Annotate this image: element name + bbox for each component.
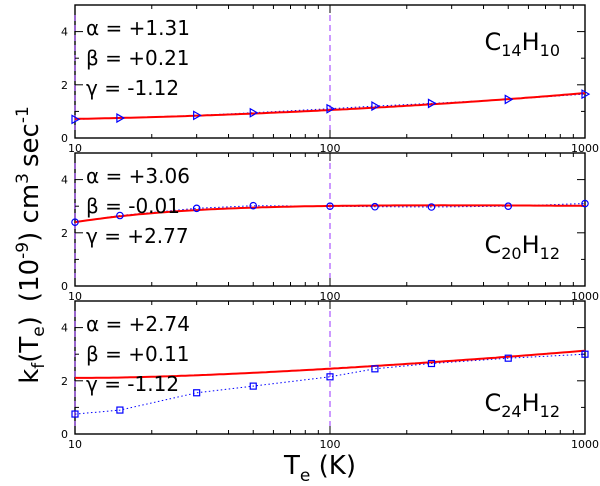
- x-tick-label: 100: [320, 438, 341, 451]
- data-point: [581, 89, 591, 100]
- data-point: [193, 110, 202, 121]
- x-tick-label: 1000: [571, 142, 599, 155]
- x-tick-label: 1000: [571, 438, 599, 451]
- data-point: [193, 389, 201, 397]
- molecule-label: C14H10: [484, 28, 560, 60]
- data-point: [581, 350, 589, 358]
- data-point: [116, 211, 124, 220]
- data-point: [371, 101, 381, 112]
- molecule-label: C24H12: [484, 389, 560, 421]
- ylabel-te-sub: e: [29, 326, 49, 336]
- data-point: [116, 113, 126, 124]
- ylabel-paren: (T: [15, 337, 45, 363]
- x-tick-label: 10: [68, 142, 82, 155]
- y-tick-label: 2: [61, 375, 68, 388]
- fit-parameter: γ = -1.12: [86, 76, 179, 100]
- fit-curve: [75, 349, 586, 379]
- data-point: [371, 365, 379, 373]
- fit-parameter: γ = +2.77: [86, 224, 189, 248]
- data-point: [249, 382, 257, 390]
- x-tick-label: 10: [68, 438, 82, 451]
- y-tick-label: 2: [61, 227, 68, 240]
- fit-parameter: β = +0.21: [86, 46, 190, 70]
- y-axis-label: kf(Te) (10-9) cm3 sec-1: [13, 106, 49, 384]
- data-point: [326, 202, 334, 211]
- xlabel-t: T: [283, 451, 300, 481]
- data-point: [71, 114, 81, 125]
- data-point: [192, 204, 201, 213]
- ylabel-units-c: sec: [15, 123, 45, 167]
- y-tick-label: 4: [61, 322, 68, 335]
- ylabel-units-a-sup: -9: [13, 242, 33, 259]
- fit-parameter: γ = -1.12: [86, 372, 179, 396]
- ylabel-units-c-sup: -1: [13, 106, 33, 123]
- y-tick-label: 0: [61, 428, 68, 441]
- data-point: [504, 94, 514, 105]
- data-point: [116, 406, 124, 414]
- ylabel-paren-close: ): [15, 316, 45, 326]
- panel-3: 10 100 1000 0 2 4 α = +2.74 β = +0.11 γ = -1.12 C…: [61, 300, 599, 451]
- data-point: [427, 359, 436, 368]
- xlabel-t-sub: e: [300, 466, 310, 486]
- fit-parameter: α = +3.06: [86, 164, 190, 188]
- fit-parameter: α = +2.74: [86, 312, 190, 336]
- y-tick-label: 2: [61, 79, 68, 92]
- data-line: [74, 203, 586, 223]
- molecule-label: C20H12: [484, 231, 560, 263]
- data-point: [71, 218, 79, 226]
- y-tick-label: 4: [61, 174, 68, 187]
- fit-curve: [74, 92, 586, 120]
- data-point: [371, 202, 379, 211]
- fit-curve: [74, 204, 585, 224]
- x-tick-label: 100: [320, 142, 341, 155]
- x-tick-label: 10: [68, 290, 82, 303]
- panel-1: 10 100 1000 0 2 4 α = +1.31 β = +0.21 γ = -1.12 C…: [61, 4, 599, 155]
- fit-parameter: β = +0.11: [86, 342, 190, 366]
- panel-2: 10 100 1000 0 2 4 α = +3.06 β = -0.01 γ = +2.77 C…: [61, 152, 599, 303]
- fit-parameter: α = +1.31: [86, 16, 190, 40]
- data-point: [427, 203, 436, 211]
- data-point: [71, 410, 79, 418]
- y-tick-label: 0: [61, 132, 68, 145]
- ylabel-units-b-sup: 3: [13, 173, 33, 184]
- xlabel-rest: (K): [310, 451, 356, 481]
- data-point: [249, 201, 258, 210]
- ylabel-units-a: (10: [15, 259, 45, 302]
- data-point: [427, 98, 437, 109]
- ylabel-k-sub: f: [29, 362, 49, 369]
- ylabel-units-b: ) cm: [15, 184, 45, 242]
- x-tick-label: 100: [320, 290, 341, 303]
- ylabel-k: k: [15, 369, 45, 384]
- y-tick-label: 4: [61, 26, 68, 39]
- data-point: [504, 202, 513, 211]
- data-point: [581, 199, 589, 208]
- y-tick-label: 0: [61, 280, 68, 293]
- data-point: [249, 107, 259, 118]
- x-tick-label: 1000: [571, 290, 599, 303]
- data-point: [326, 373, 334, 381]
- data-point: [326, 103, 336, 114]
- data-point: [504, 354, 512, 362]
- fit-parameter: β = -0.01: [86, 194, 180, 218]
- x-axis-label: Te (K): [283, 451, 356, 486]
